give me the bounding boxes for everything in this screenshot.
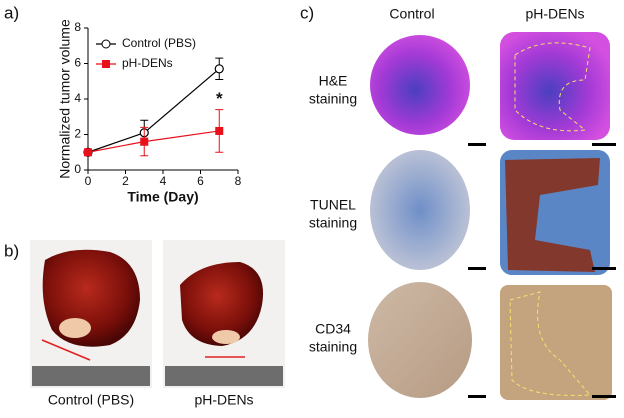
column-header: pH-DENs — [525, 6, 584, 22]
column-header: Control — [389, 6, 434, 22]
histology-image — [368, 32, 616, 400]
legend-marker — [102, 60, 110, 68]
photo-label: Control (PBS) — [48, 392, 134, 408]
x-tick-label: 8 — [235, 174, 242, 188]
row-label: CD34 — [315, 321, 351, 337]
marker — [215, 126, 224, 135]
panel-label: b) — [4, 241, 19, 260]
x-tick-label: 0 — [85, 174, 92, 188]
marker — [140, 137, 149, 146]
marker — [214, 64, 224, 74]
panel-label: c) — [300, 3, 314, 22]
annotation: * — [216, 89, 223, 108]
legend-marker — [101, 39, 111, 49]
x-tick-label: 2 — [122, 174, 129, 188]
y-tick-label: 6 — [74, 56, 81, 70]
y-tick-label: 2 — [74, 127, 81, 141]
row-label: staining — [309, 339, 357, 355]
x-tick-label: 4 — [160, 174, 167, 188]
row-label: staining — [309, 215, 357, 231]
y-tick-label: 8 — [74, 20, 81, 34]
row-label: TUNEL — [310, 197, 356, 213]
y-axis-title: Normalized tumor volume — [57, 19, 73, 179]
y-tick-label: 0 — [74, 162, 81, 176]
data-line — [87, 130, 220, 153]
row-label: H&E — [319, 73, 348, 89]
x-axis-title: Time (Day) — [127, 189, 198, 205]
legend-label: pH-DENs — [122, 56, 173, 70]
x-tick-label: 6 — [197, 174, 204, 188]
legend-label: Control (PBS) — [122, 36, 196, 50]
photo-label: pH-DENs — [194, 392, 253, 408]
row-label: staining — [309, 91, 357, 107]
panel-label: a) — [4, 3, 19, 22]
marker — [84, 148, 92, 157]
photo — [30, 240, 285, 388]
y-tick-label: 4 — [74, 91, 81, 105]
